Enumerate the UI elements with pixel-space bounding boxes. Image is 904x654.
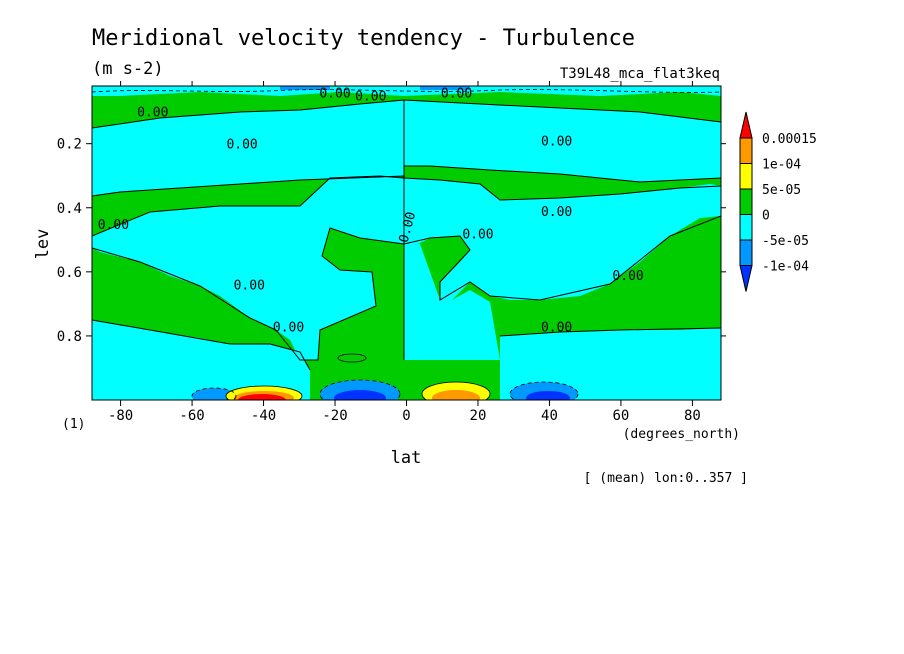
region-very-strong-negative-south [334, 390, 386, 400]
y-axis: 0.2 0.4 0.6 0.8 [57, 137, 726, 345]
region-negative-top-layer [92, 86, 721, 96]
contour-label: 0.00 [541, 205, 572, 220]
contour-label: 0.00 [226, 138, 257, 153]
region-negative-lower-north [500, 328, 721, 400]
contour-label: 0.00 [612, 269, 643, 284]
region-negative-south-mid [92, 176, 404, 360]
dashed-contours [92, 89, 721, 400]
region-strong-negative-top [280, 86, 470, 90]
x-tick-label: 40 [541, 408, 558, 424]
footer-note: [ (mean) lon:0..357 ] [584, 471, 748, 486]
y-tick-label: 0.2 [57, 137, 82, 153]
contour-label: 0.00 [355, 90, 386, 105]
contour-label: 0.00 [441, 86, 472, 101]
region-positive-north-orange [432, 390, 480, 400]
colorbar-label: 0.00015 [762, 132, 817, 147]
colorbar-segment [739, 111, 753, 139]
x-axis-units: (degrees_north) [623, 427, 740, 442]
colorbar-label: -5e-05 [762, 234, 809, 249]
colorbar-segment [739, 137, 753, 164]
contour-label: 0.00 [98, 218, 129, 233]
plot-area: 0.00 0.00 0.00 0.00 0.00 0.00 0.00 0.00 0.00 0.00… [91, 85, 722, 401]
colorbar-label: 0 [762, 209, 770, 224]
region-positive-south-max [238, 394, 286, 400]
region-negative-north-mid [404, 178, 721, 300]
contour-label: 0.00 [234, 279, 265, 294]
contour-label: 0.00 [541, 320, 572, 335]
chart-units: (m s-2) [92, 59, 164, 79]
x-tick-label: -80 [108, 408, 133, 424]
region-negative-lower-south [92, 320, 310, 400]
x-tick-label: -20 [322, 408, 347, 424]
region-negative-equator [404, 244, 500, 360]
colorbar-segment [739, 265, 753, 292]
colorbar-segment [739, 239, 753, 266]
contour-label: 0.00 [541, 134, 572, 149]
y-axis-label: lev [33, 229, 53, 260]
colorbar-label: 1e-04 [762, 158, 801, 173]
y-tick-label: 0.4 [57, 201, 82, 217]
region-positive-top-wisps [92, 92, 721, 100]
contour-label: 0.00 [273, 320, 304, 335]
contour-label: 0.00 [319, 86, 350, 101]
y-tick-label: 0.6 [57, 265, 82, 281]
solid-contours-positive [225, 353, 491, 400]
chart-title: Meridional velocity tendency - Turbulenc… [92, 26, 635, 51]
x-tick-label: 20 [470, 408, 487, 424]
y-axis-units: (1) [62, 417, 85, 432]
colorbar-label: -1e-04 [762, 260, 809, 275]
x-tick-label: -40 [251, 408, 276, 424]
colorbar: 0.00015 1e-04 5e-05 0 -5e-05 -1e-04 [739, 111, 817, 292]
colorbar-label: 5e-05 [762, 183, 801, 198]
contour-label: 0.00 [462, 227, 493, 242]
x-tick-label: 0 [402, 408, 410, 424]
contour-lines [92, 99, 721, 371]
region-negative-upper [92, 100, 404, 196]
colorbar-segment [739, 214, 753, 241]
region-negative-west-south [192, 388, 236, 400]
contour-labels: 0.00 0.00 0.00 0.00 0.00 0.00 0.00 0.00 0.00 0.00… [98, 86, 644, 335]
x-axis: -80 -60 -40 -20 0 20 40 60 80 [108, 81, 701, 424]
x-axis-label: lat [391, 448, 422, 468]
region-negative-upper-east [404, 100, 721, 182]
contour-label: 0.00 [137, 106, 168, 121]
colorbar-segment [739, 163, 753, 190]
region-very-strong-negative-north [526, 391, 570, 400]
x-tick-label: 80 [684, 408, 701, 424]
experiment-label: T39L48_mca_flat3keq [560, 66, 720, 82]
colorbar-segment [739, 188, 753, 215]
x-tick-label: -60 [179, 408, 204, 424]
x-tick-label: 60 [613, 408, 630, 424]
y-tick-label: 0.8 [57, 329, 82, 345]
